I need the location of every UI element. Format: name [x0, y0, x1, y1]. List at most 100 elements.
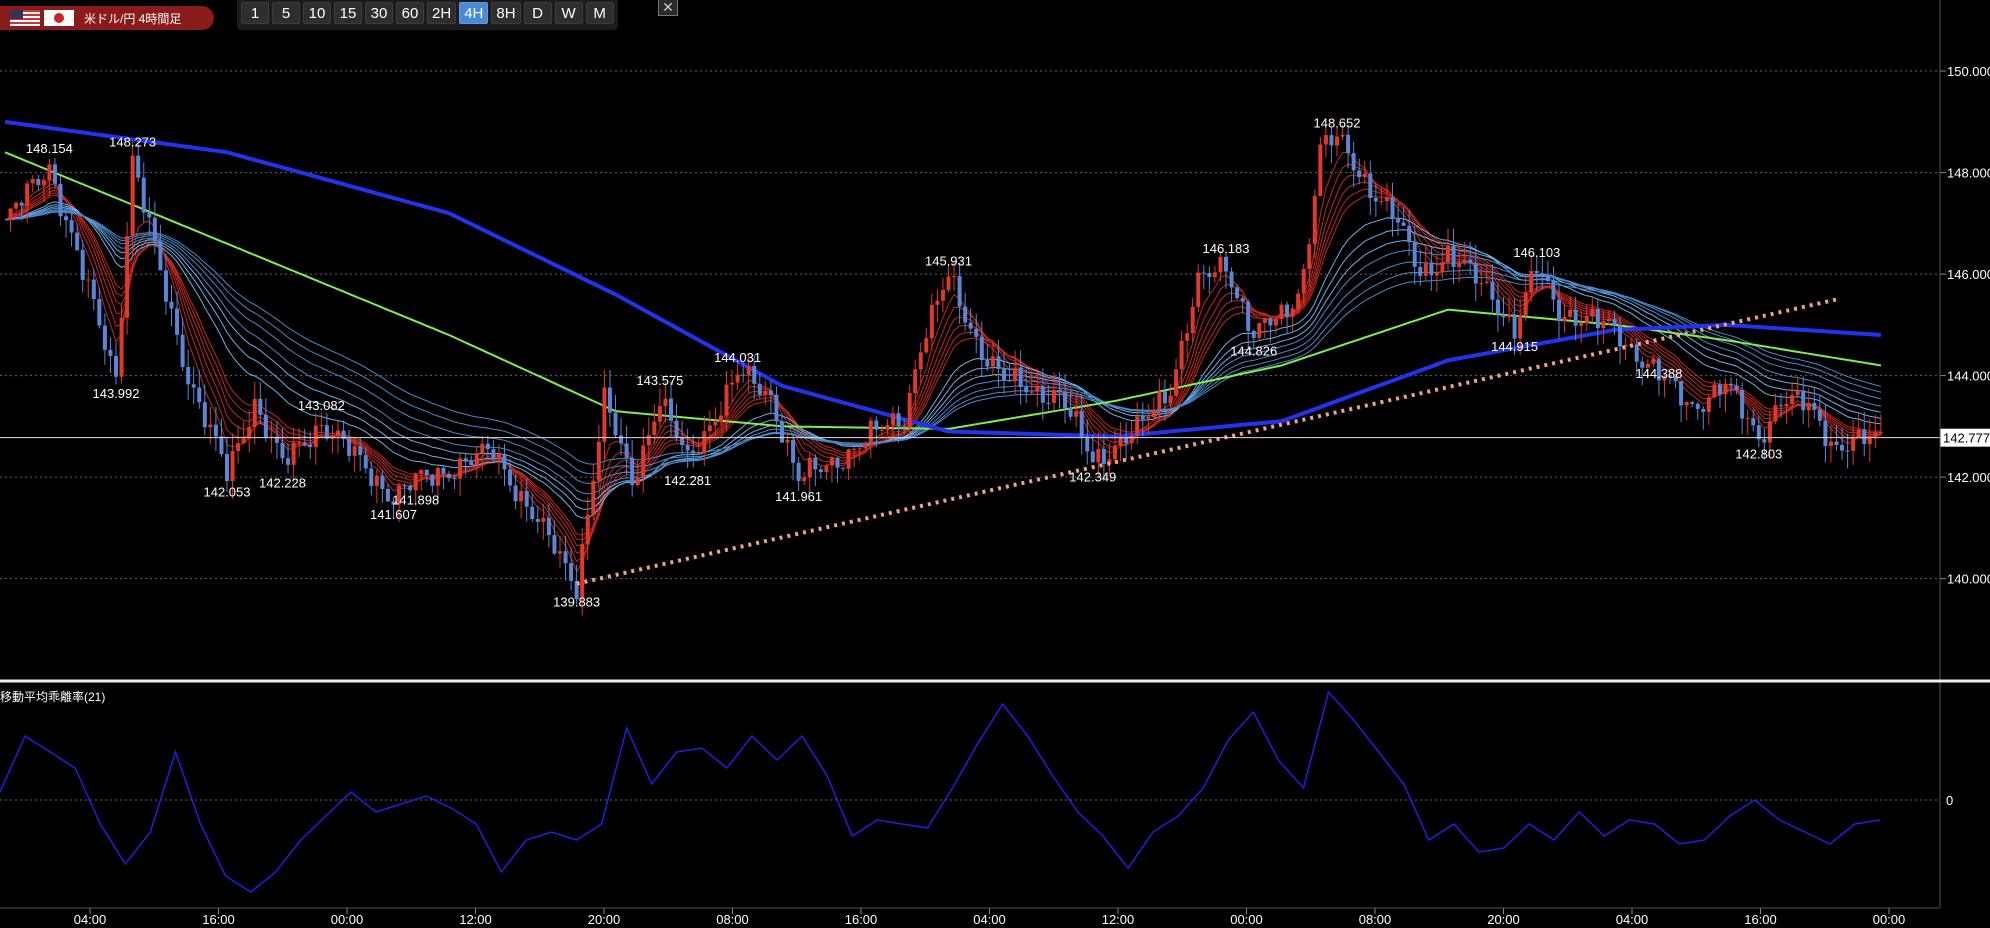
candle-body — [102, 325, 107, 350]
price-annotation: 141.898 — [392, 492, 439, 507]
candle-body — [313, 425, 318, 448]
candle-body — [657, 405, 662, 422]
candle-body — [1473, 262, 1478, 284]
y-axis-labels: 150.000 148.000 146.000 144.000 142.000 140.0… — [1940, 64, 1990, 587]
price-annotation: 142.349 — [1069, 469, 1116, 484]
candles — [8, 124, 1883, 616]
x-tick-label: 04:00 — [1616, 912, 1649, 927]
candle-body — [463, 458, 468, 462]
candle-body — [946, 276, 951, 290]
candle-body — [596, 441, 601, 481]
candle-body — [1257, 323, 1262, 338]
candle-body — [1823, 420, 1828, 446]
candle-body — [491, 449, 496, 460]
candle-body — [1767, 421, 1772, 443]
currency-pair-badge[interactable]: 米ドル/円 4時間足 — [0, 6, 214, 30]
candle-body — [1346, 134, 1351, 154]
timeframe-5-button[interactable]: 5 — [272, 2, 300, 24]
close-icon[interactable]: ✕ — [658, 0, 678, 16]
candle-body — [569, 563, 574, 581]
candle-body — [25, 183, 30, 206]
pair-label: 米ドル/円 4時間足 — [84, 11, 182, 26]
candle-body — [652, 421, 657, 435]
timeframe-60-button[interactable]: 60 — [396, 2, 424, 24]
candle-body — [1751, 418, 1756, 426]
candle-body — [1285, 304, 1290, 317]
candle-body — [474, 452, 479, 465]
candle-body — [508, 469, 513, 486]
timeframe-d-button[interactable]: D — [523, 2, 552, 24]
candle-body — [685, 445, 690, 451]
price-annotation: 141.607 — [370, 507, 417, 522]
candle-body — [1273, 318, 1278, 326]
candle-body — [225, 454, 229, 482]
ma-blue-ribbon-line — [4, 207, 1882, 495]
price-annotations: 148.154 148.273 143.992 142.053 142.228 143.0… — [26, 115, 1782, 609]
candle-body — [213, 424, 218, 437]
candle-body — [1790, 395, 1795, 404]
candle-body — [1162, 391, 1167, 404]
candle-body — [1568, 309, 1573, 317]
candle-body — [1651, 358, 1656, 364]
candle-body — [480, 443, 485, 453]
candle-body — [1817, 409, 1822, 421]
candle-body — [1595, 308, 1600, 329]
grid-lines — [0, 70, 1940, 580]
candle-body — [1451, 246, 1456, 267]
x-tick-label: 00:00 — [331, 912, 364, 927]
candle-body — [1740, 390, 1745, 419]
candle-body — [1396, 218, 1401, 223]
price-annotation: 143.575 — [636, 373, 683, 388]
timeframe-15-button[interactable]: 15 — [334, 2, 362, 24]
candle-body — [1329, 135, 1334, 146]
candle-body — [1074, 411, 1079, 417]
candle-body — [363, 455, 368, 469]
timeframe-1-button[interactable]: 1 — [241, 2, 269, 24]
timeframe-m-button[interactable]: M — [585, 2, 614, 24]
candle-body — [58, 183, 63, 217]
candle-body — [1401, 222, 1406, 226]
candle-body — [963, 306, 968, 323]
candle-body — [935, 300, 940, 305]
candle-body — [108, 349, 113, 356]
candle-body — [130, 155, 135, 237]
timeframe-2h-button[interactable]: 2H — [427, 2, 457, 24]
candle-body — [519, 490, 524, 502]
price-annotation: 142.803 — [1735, 446, 1782, 461]
candle-body — [513, 485, 518, 502]
candle-body — [1224, 256, 1228, 272]
candle-body — [607, 387, 612, 413]
candle-body — [913, 369, 918, 394]
candle-body — [1557, 299, 1561, 322]
candle-body — [1779, 405, 1783, 407]
timeframe-10-button[interactable]: 10 — [303, 2, 331, 24]
candle-body — [591, 480, 596, 515]
candle-body — [990, 356, 995, 367]
candle-body — [574, 580, 579, 600]
current-price-label: 142.777 — [1943, 431, 1990, 446]
candle-body — [1179, 340, 1184, 370]
timeframe-w-button[interactable]: W — [554, 2, 583, 24]
candle-body — [863, 444, 868, 449]
timeframe-30-button[interactable]: 30 — [365, 2, 393, 24]
candle-body — [1729, 383, 1734, 386]
candle-body — [1834, 441, 1839, 446]
ma-blue-ribbon-line — [4, 210, 1882, 475]
candle-body — [430, 474, 435, 486]
jp-flag-icon — [44, 10, 74, 26]
candle-body — [1046, 402, 1051, 404]
candle-body — [1196, 272, 1201, 307]
candle-body — [1540, 273, 1545, 276]
candle-body — [241, 438, 246, 444]
timeframe-4h-button[interactable]: 4H — [459, 2, 489, 24]
candle-body — [1090, 451, 1095, 463]
candle-body — [730, 382, 735, 385]
candle-body — [1679, 381, 1684, 406]
timeframe-8h-button[interactable]: 8H — [491, 2, 521, 24]
candle-body — [757, 383, 762, 395]
candle-body — [1323, 135, 1328, 145]
candle-body — [1135, 416, 1140, 436]
candle-body — [452, 478, 457, 480]
candle-body — [374, 475, 379, 486]
